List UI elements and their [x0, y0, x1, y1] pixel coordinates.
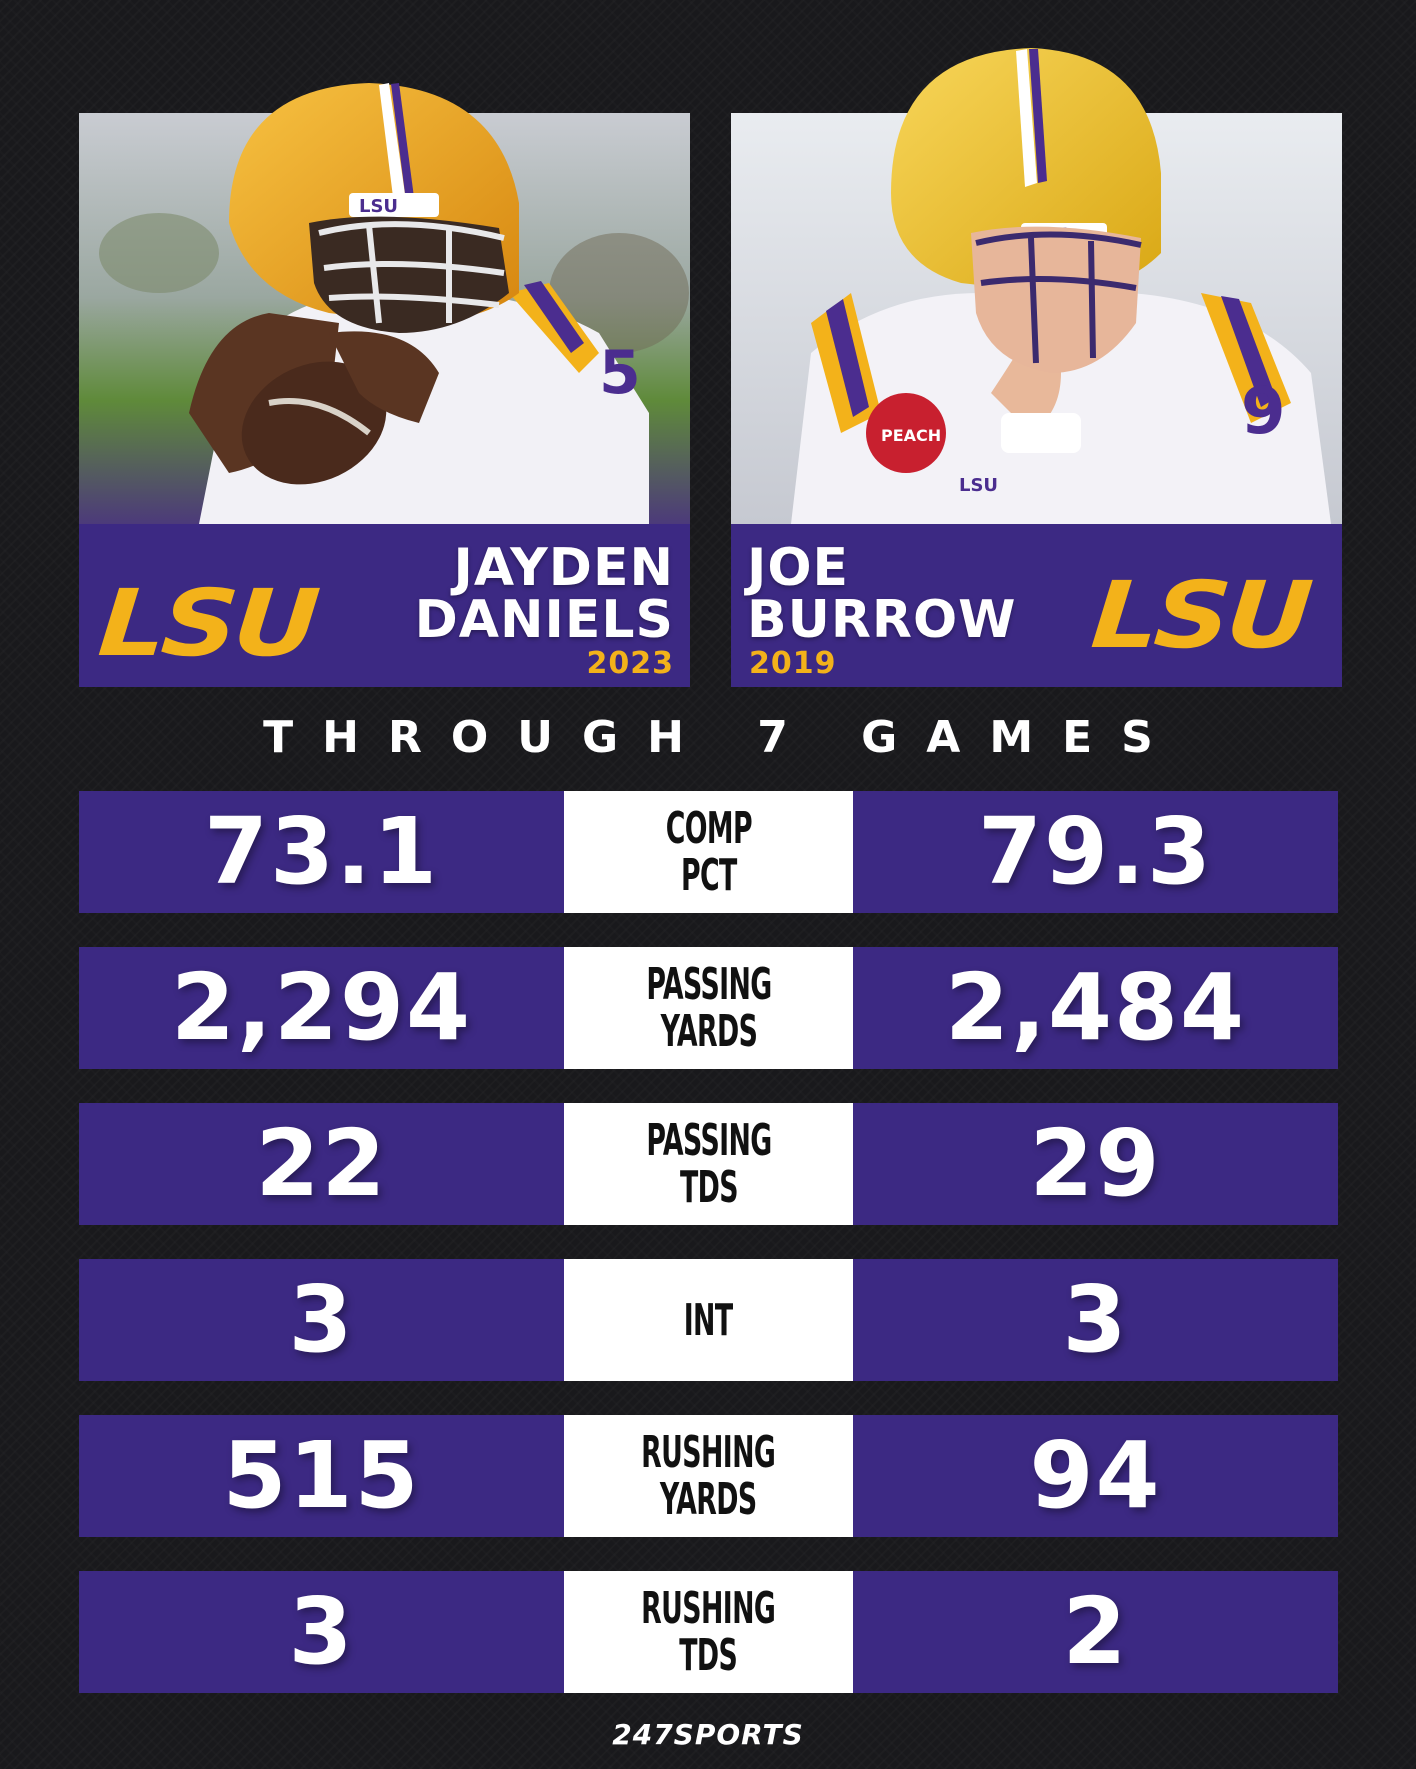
stat-label: RUSHING YARDS — [564, 1415, 853, 1537]
stat-value-left: 3 — [79, 1571, 564, 1693]
svg-text:LSU: LSU — [359, 196, 398, 217]
stat-row-passing-yards: 2,294 PASSING YARDS 2,484 — [79, 947, 1341, 1069]
stat-value-right: 79.3 — [853, 791, 1338, 913]
stat-value-right: 2 — [853, 1571, 1338, 1693]
stat-value-right: 94 — [853, 1415, 1338, 1537]
player-photo-illustration: 5 LSU — [79, 83, 690, 524]
stat-value-right: 29 — [853, 1103, 1338, 1225]
stat-label-line2: TDS — [679, 1630, 739, 1681]
stat-value-left: 515 — [79, 1415, 564, 1537]
lsu-logo: LSU — [94, 570, 320, 677]
stat-label-line2: PCT — [680, 850, 737, 901]
stat-row-comp-pct: 73.1 COMP PCT 79.3 — [79, 791, 1341, 913]
svg-text:9: 9 — [1241, 375, 1286, 449]
stat-row-rushing-yards: 515 RUSHING YARDS 94 — [79, 1415, 1341, 1537]
stat-label-line1: RUSHING — [641, 1427, 776, 1478]
stat-value-right: 3 — [853, 1259, 1338, 1381]
svg-text:PEACH: PEACH — [881, 426, 941, 445]
stat-value-right: 2,484 — [853, 947, 1338, 1069]
stat-label-line1: RUSHING — [641, 1583, 776, 1634]
stat-label: INT — [564, 1259, 853, 1381]
stat-label: PASSING TDS — [564, 1103, 853, 1225]
stat-row-int: 3 INT 3 — [79, 1259, 1341, 1381]
stat-label-line2: TDS — [679, 1162, 739, 1213]
player-photo-burrow: 9 PEACH LSU LSU — [731, 48, 1342, 524]
stat-label-line1: INT — [684, 1294, 733, 1346]
stat-label-line1: PASSING — [645, 1115, 772, 1166]
stat-label-line1: COMP — [665, 803, 752, 854]
player-last-name: BURROW — [747, 590, 1017, 650]
player-card-burrow: 9 PEACH LSU LSU JOE BURROW 2019 LSU — [731, 48, 1342, 687]
svg-text:5: 5 — [599, 338, 641, 408]
stat-label-line1: PASSING — [645, 959, 772, 1010]
stat-value-left: 73.1 — [79, 791, 564, 913]
brand-logo-247sports: 247SPORTS — [612, 1718, 804, 1751]
svg-text:LSU: LSU — [959, 475, 998, 496]
player-photo-daniels: 5 LSU — [79, 83, 690, 524]
stat-label-line2: YARDS — [660, 1006, 757, 1057]
nameplate-burrow: JOE BURROW 2019 LSU — [731, 524, 1342, 687]
player-first-name: JOE — [747, 538, 850, 598]
nameplate-daniels: LSU JAYDEN DANIELS 2023 — [79, 524, 690, 687]
player-year: 2023 — [586, 646, 674, 681]
player-photo-illustration: 9 PEACH LSU LSU — [731, 48, 1342, 524]
player-year: 2019 — [749, 646, 837, 681]
stat-label: COMP PCT — [564, 791, 853, 913]
player-card-daniels: 5 LSU LSU JAYDEN DANIELS 2023 — [79, 83, 690, 687]
stat-label-line2: YARDS — [660, 1474, 757, 1525]
subtitle: THROUGH 7 GAMES — [263, 712, 1182, 763]
stat-row-passing-tds: 22 PASSING TDS 29 — [79, 1103, 1341, 1225]
player-last-name: DANIELS — [414, 590, 674, 650]
player-name: JAYDEN DANIELS — [415, 542, 674, 646]
player-name: JOE BURROW — [747, 542, 1017, 646]
stat-label: PASSING YARDS — [564, 947, 853, 1069]
stat-value-left: 3 — [79, 1259, 564, 1381]
player-first-name: JAYDEN — [453, 538, 674, 598]
stat-row-rushing-tds: 3 RUSHING TDS 2 — [79, 1571, 1341, 1693]
stat-value-left: 22 — [79, 1103, 564, 1225]
stat-value-left: 2,294 — [79, 947, 564, 1069]
lsu-logo: LSU — [1088, 562, 1313, 669]
stat-label: RUSHING TDS — [564, 1571, 853, 1693]
